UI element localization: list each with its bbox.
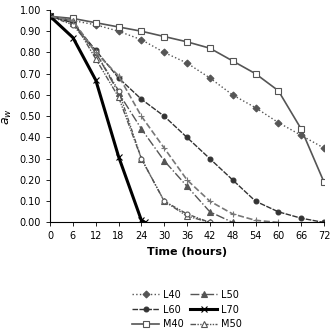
Legend: L40, L60, M40, M60, L50, L70, M50, M70: L40, L60, M40, M60, L50, L70, M50, M70 xyxy=(129,287,245,332)
X-axis label: Time (hours): Time (hours) xyxy=(147,247,227,257)
Y-axis label: $a_w$: $a_w$ xyxy=(1,108,14,124)
